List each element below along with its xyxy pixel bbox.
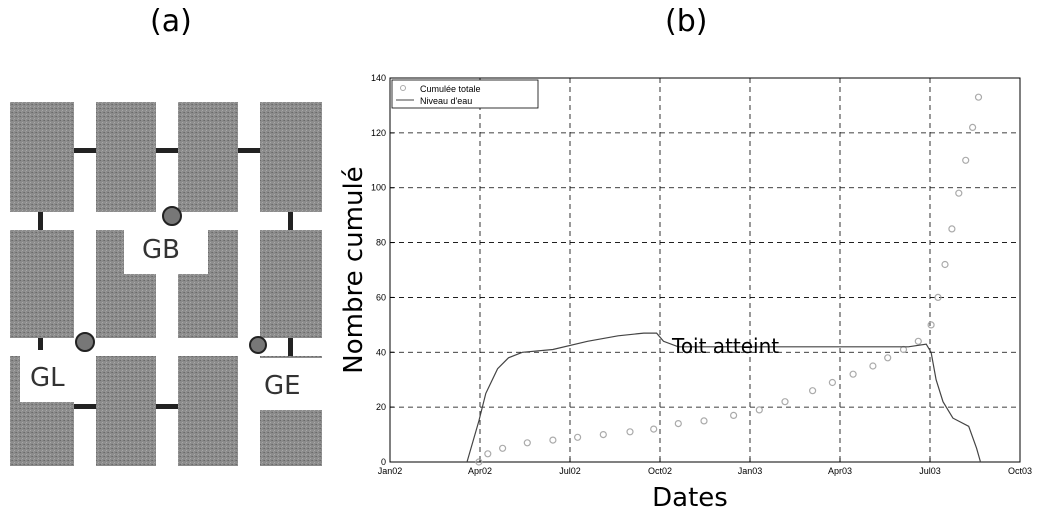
gauge-label-gl: GL bbox=[30, 363, 65, 393]
series-point-cumulee bbox=[808, 387, 817, 395]
x-tick-label: Oct03 bbox=[1008, 466, 1032, 476]
series-point-cumulee bbox=[499, 444, 507, 452]
series-point-cumulee bbox=[962, 156, 970, 164]
series-point-cumulee bbox=[599, 431, 607, 439]
pillar bbox=[10, 230, 74, 338]
series-point-cumulee bbox=[626, 428, 634, 436]
panel-b-label: (b) bbox=[665, 4, 708, 39]
pillar bbox=[260, 230, 322, 338]
beam bbox=[156, 404, 178, 409]
pillar bbox=[260, 102, 322, 212]
series-point-cumulee bbox=[781, 398, 789, 406]
series-point-cumulee bbox=[573, 433, 582, 441]
beam bbox=[238, 148, 260, 153]
gl-label-box bbox=[20, 350, 96, 402]
series-point-cumulee bbox=[869, 362, 877, 370]
series-point-cumulee bbox=[700, 417, 708, 425]
y-tick-label: 140 bbox=[371, 73, 386, 83]
beam bbox=[74, 148, 96, 153]
series-point-cumulee bbox=[948, 225, 956, 233]
x-tick-label: Jan02 bbox=[378, 466, 403, 476]
pillar bbox=[178, 102, 238, 212]
legend-label-cumulee: Cumulée totale bbox=[420, 84, 481, 94]
pillar bbox=[178, 356, 238, 466]
x-tick-label: Jul03 bbox=[919, 466, 941, 476]
y-tick-label: 80 bbox=[376, 238, 386, 248]
series-point-cumulee bbox=[729, 411, 738, 419]
grid bbox=[390, 78, 1020, 462]
y-tick-label: 120 bbox=[371, 128, 386, 138]
series-point-cumulee bbox=[941, 260, 949, 269]
gauge-label-gb: GB bbox=[142, 235, 180, 265]
y-tick-label: 40 bbox=[376, 347, 386, 357]
series-line-niveau bbox=[466, 332, 982, 463]
series-point-cumulee bbox=[484, 450, 492, 458]
gauge-ge-marker bbox=[249, 336, 267, 354]
panel-a-label: (a) bbox=[150, 4, 192, 39]
series-point-cumulee bbox=[674, 420, 682, 428]
pillar bbox=[96, 102, 156, 212]
series-point-cumulee bbox=[927, 321, 935, 329]
series-point-cumulee bbox=[884, 354, 892, 362]
series-point-cumulee bbox=[828, 378, 837, 387]
y-ticks: 0 20 40 60 80 100 120 140 bbox=[371, 73, 394, 467]
y-tick-label: 20 bbox=[376, 402, 386, 412]
y-tick-label: 0 bbox=[381, 457, 386, 467]
plot-frame bbox=[389, 77, 1021, 463]
gauge-gb-marker bbox=[162, 206, 182, 226]
series-point-cumulee bbox=[523, 439, 531, 447]
series bbox=[466, 93, 983, 466]
pillar bbox=[96, 356, 156, 466]
beams bbox=[38, 148, 293, 409]
x-tick-label: Oct02 bbox=[648, 466, 672, 476]
series-point-cumulee bbox=[955, 189, 963, 197]
gb-label-box bbox=[124, 222, 208, 274]
legend-marker-cumulee bbox=[400, 85, 406, 91]
legend-label-niveau: Niveau d'eau bbox=[420, 96, 472, 106]
series-point-cumulee bbox=[549, 436, 557, 444]
gauge-gl-marker bbox=[75, 332, 95, 352]
beam bbox=[74, 404, 96, 409]
beam bbox=[156, 148, 178, 153]
beam bbox=[288, 338, 293, 356]
x-tick-label: Apr02 bbox=[468, 466, 492, 476]
y-tick-label: 60 bbox=[376, 292, 386, 302]
series-point-cumulee bbox=[899, 345, 908, 354]
beam bbox=[38, 212, 43, 230]
series-point-cumulee bbox=[968, 123, 977, 132]
series-point-cumulee bbox=[849, 370, 857, 378]
toit-atteint-annotation: Toit atteint bbox=[671, 334, 779, 358]
pillar bbox=[10, 102, 74, 212]
beam bbox=[38, 338, 43, 356]
beam bbox=[288, 212, 293, 230]
series-point-cumulee bbox=[650, 425, 658, 433]
series-point-cumulee bbox=[755, 406, 763, 414]
series-point-cumulee bbox=[934, 293, 942, 301]
y-tick-label: 100 bbox=[371, 183, 386, 193]
series-point-cumulee bbox=[974, 93, 983, 101]
series-point-cumulee bbox=[475, 458, 483, 466]
pillars bbox=[10, 102, 322, 466]
pillar-diagram: GB GL GE bbox=[10, 102, 330, 466]
legend: Cumulée totale Niveau d'eau bbox=[391, 79, 539, 109]
legend-box bbox=[391, 79, 539, 109]
gauge-label-ge: GE bbox=[264, 371, 301, 401]
x-tick-label: Jan03 bbox=[738, 466, 763, 476]
series-point-cumulee bbox=[914, 337, 922, 345]
x-axis-title: Dates bbox=[652, 483, 728, 510]
x-ticks: Jan02 Apr02 Jul02 Oct02 Jan03 Apr03 Jul03 Oct03 bbox=[378, 458, 1032, 476]
x-tick-label: Apr03 bbox=[828, 466, 852, 476]
y-axis-title: Nombre cumulé bbox=[339, 166, 369, 373]
x-tick-label: Jul02 bbox=[559, 466, 581, 476]
ge-label-box bbox=[254, 358, 330, 410]
